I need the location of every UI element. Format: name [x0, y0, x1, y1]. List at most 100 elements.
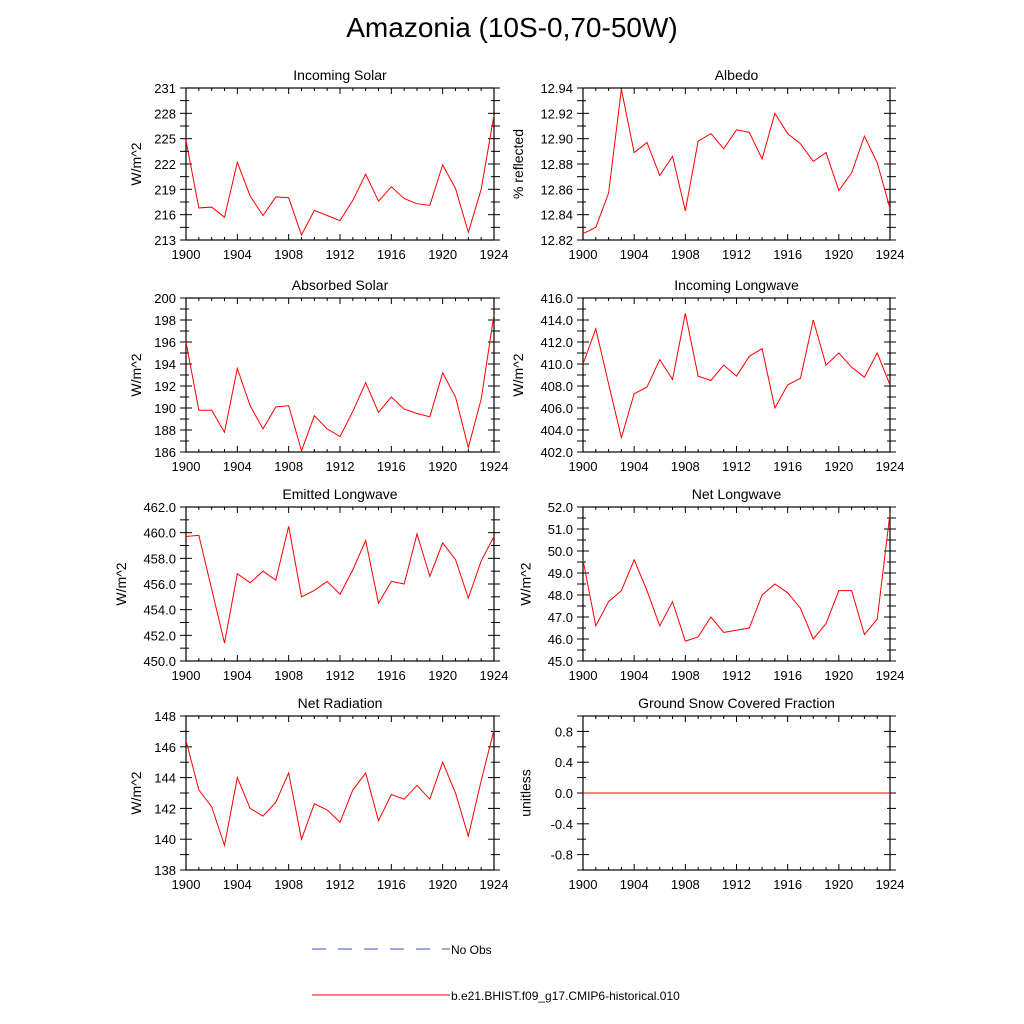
- x-tick-label: 1900: [569, 877, 598, 892]
- y-tick-label: -0.4: [551, 817, 573, 832]
- x-tick-label: 1900: [172, 668, 201, 683]
- x-tick-label: 1916: [773, 877, 802, 892]
- y-tick-label: 192: [154, 379, 176, 394]
- y-tick-label: 12.94: [540, 81, 573, 96]
- legend-obs-line: [312, 948, 450, 950]
- y-axis-label: W/m^2: [128, 771, 144, 814]
- x-tick-label: 1900: [172, 459, 201, 474]
- x-tick-label: 1920: [428, 459, 457, 474]
- panel-1: 1900 1904 1908 1912 1916 1920 1924 213 216 219 222…: [128, 67, 508, 262]
- panel-title: Absorbed Solar: [292, 277, 389, 293]
- y-tick-label: 47.0: [548, 610, 573, 625]
- y-tick-label: 462.0: [143, 500, 176, 515]
- x-tick-label: 1920: [428, 668, 457, 683]
- panel-title: Incoming Longwave: [674, 277, 799, 293]
- x-tick-label: 1920: [824, 668, 853, 683]
- x-tick-label: 1904: [223, 877, 252, 892]
- y-tick-label: 48.0: [548, 588, 573, 603]
- y-tick-label: 186: [154, 445, 176, 460]
- series-line-1: [185, 114, 495, 237]
- y-axis-label: W/m^2: [113, 562, 129, 605]
- x-tick-label: 1916: [377, 877, 406, 892]
- y-tick-label: 12.90: [540, 132, 573, 147]
- y-tick-label: 144: [154, 771, 176, 786]
- x-tick-label: 1908: [274, 668, 303, 683]
- x-tick-label: 1904: [620, 877, 649, 892]
- x-tick-label: 1920: [428, 877, 457, 892]
- x-tick-label: 1900: [172, 877, 201, 892]
- x-tick-label: 1916: [377, 668, 406, 683]
- x-tick-label: 1924: [876, 668, 905, 683]
- y-tick-label: 450.0: [143, 654, 176, 669]
- y-tick-label: 50.0: [548, 544, 573, 559]
- y-tick-label: 410.0: [540, 357, 573, 372]
- y-tick-label: 12.86: [540, 182, 573, 197]
- y-tick-label: 198: [154, 313, 176, 328]
- x-tick-label: 1908: [274, 459, 303, 474]
- y-tick-label: 216: [154, 208, 176, 223]
- y-tick-label: 51.0: [548, 522, 573, 537]
- x-tick-label: 1924: [480, 247, 509, 262]
- y-tick-label: 188: [154, 423, 176, 438]
- y-tick-label: 228: [154, 106, 176, 121]
- y-tick-label: 416.0: [540, 291, 573, 306]
- y-tick-label: 49.0: [548, 566, 573, 581]
- panel-title: Net Longwave: [692, 486, 782, 502]
- y-tick-label: 12.88: [540, 157, 573, 172]
- y-tick-label: 456.0: [143, 577, 176, 592]
- x-tick-label: 1920: [428, 247, 457, 262]
- x-tick-label: 1900: [172, 247, 201, 262]
- y-tick-label: 219: [154, 182, 176, 197]
- x-tick-label: 1900: [569, 668, 598, 683]
- x-tick-label: 1916: [773, 668, 802, 683]
- x-tick-label: 1912: [722, 877, 751, 892]
- x-tick-label: 1912: [722, 247, 751, 262]
- series-line-1: [185, 526, 495, 644]
- x-tick-label: 1924: [480, 668, 509, 683]
- y-tick-label: 0.4: [555, 755, 573, 770]
- y-tick-label: 12.84: [540, 208, 573, 223]
- x-tick-label: 1912: [326, 247, 355, 262]
- y-tick-label: 200: [154, 291, 176, 306]
- x-tick-label: 1920: [824, 877, 853, 892]
- x-tick-label: 1908: [671, 668, 700, 683]
- x-tick-label: 1904: [223, 459, 252, 474]
- legend-model-label: b.e21.BHIST.f09_g17.CMIP6-historical.010: [451, 989, 680, 1003]
- y-tick-label: 138: [154, 863, 176, 878]
- x-tick-label: 1908: [274, 247, 303, 262]
- y-tick-label: 196: [154, 335, 176, 350]
- panel-5: 1900 1904 1908 1912 1916 1920 1924 450.0 452.0 45…: [113, 486, 508, 683]
- x-tick-label: 1904: [620, 247, 649, 262]
- x-tick-label: 1924: [876, 877, 905, 892]
- x-tick-label: 1924: [480, 877, 509, 892]
- x-tick-label: 1908: [671, 459, 700, 474]
- x-tick-label: 1912: [722, 668, 751, 683]
- y-axis-label: W/m^2: [518, 562, 534, 605]
- y-tick-label: 0.0: [555, 786, 573, 801]
- x-tick-label: 1908: [274, 877, 303, 892]
- y-tick-label: 12.92: [540, 106, 573, 121]
- x-tick-label: 1912: [326, 877, 355, 892]
- y-tick-label: -0.8: [551, 848, 573, 863]
- x-tick-label: 1908: [671, 247, 700, 262]
- panel-7: 1900 1904 1908 1912 1916 1920 1924 138 140 142 144…: [128, 695, 508, 892]
- y-axis-label: W/m^2: [128, 353, 144, 396]
- panel-title: Net Radiation: [298, 695, 383, 711]
- y-tick-label: 45.0: [548, 654, 573, 669]
- legend-model-line: [312, 994, 450, 996]
- x-tick-label: 1912: [326, 668, 355, 683]
- panel-8: 1900 1904 1908 1912 1916 1920 1924 -0.8 -0.4 0.0 0…: [518, 695, 905, 892]
- x-tick-label: 1900: [569, 459, 598, 474]
- y-tick-label: 454.0: [143, 603, 176, 618]
- figure-title: Amazonia (10S-0,70-50W): [346, 12, 678, 43]
- y-tick-label: 414.0: [540, 313, 573, 328]
- y-tick-label: 46.0: [548, 632, 573, 647]
- y-tick-label: 213: [154, 233, 176, 248]
- y-tick-label: 222: [154, 157, 176, 172]
- y-tick-label: 142: [154, 801, 176, 816]
- y-tick-label: 404.0: [540, 423, 573, 438]
- panel-title: Albedo: [715, 67, 759, 83]
- x-tick-label: 1912: [722, 459, 751, 474]
- y-tick-label: 225: [154, 132, 176, 147]
